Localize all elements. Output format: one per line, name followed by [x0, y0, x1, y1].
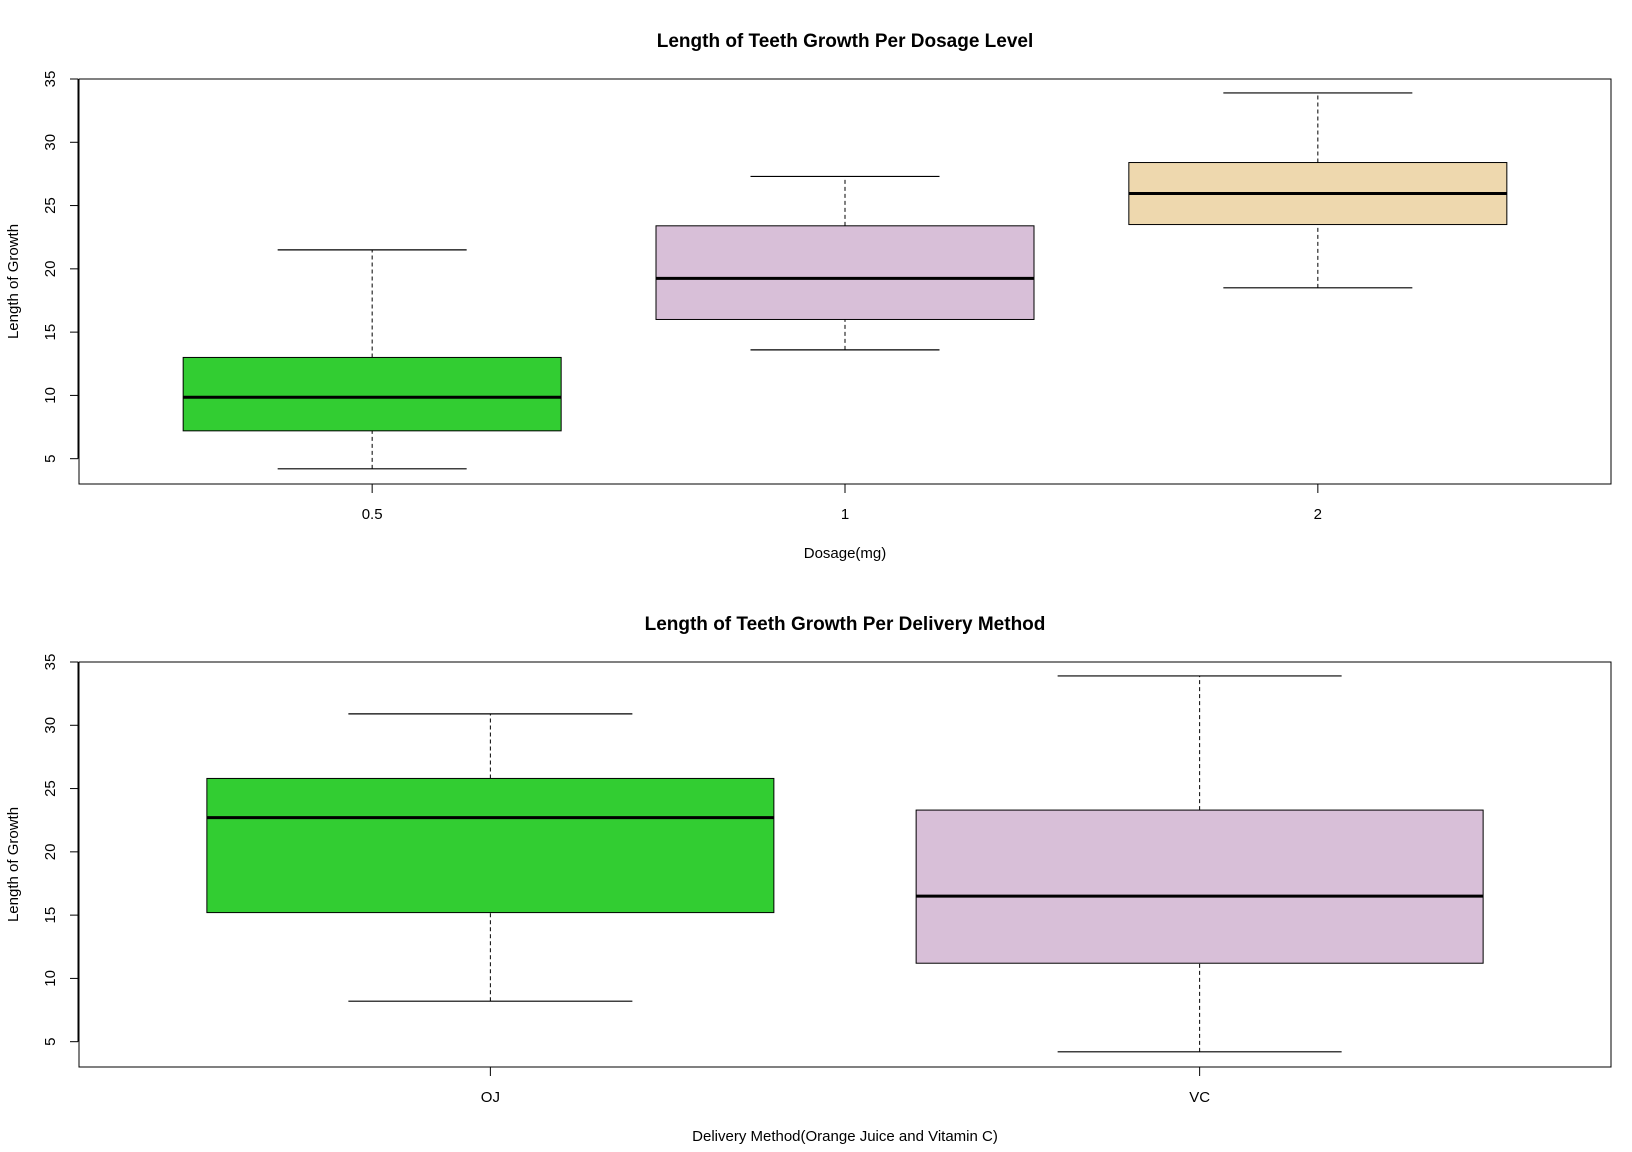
- y-tick-label: 5: [42, 1038, 59, 1046]
- iqr-box: [655, 225, 1035, 320]
- x-tick-label: 0.5: [362, 506, 383, 523]
- box-0.5: [182, 249, 562, 470]
- delivery-boxplot-panel: Length of Teeth Growth Per Delivery Meth…: [5, 614, 1612, 1145]
- chart-title: Length of Teeth Growth Per Delivery Meth…: [645, 614, 1046, 635]
- y-tick-label: 35: [42, 71, 59, 88]
- y-tick-label: 25: [42, 197, 59, 214]
- y-tick-label: 30: [42, 134, 59, 151]
- y-tick-label: 15: [42, 324, 59, 341]
- y-axis-label: Length of Growth: [5, 224, 22, 339]
- y-tick-label: 20: [42, 844, 59, 861]
- y-tick-label: 10: [42, 387, 59, 404]
- x-tick-label: 2: [1314, 506, 1322, 523]
- iqr-box: [915, 809, 1484, 964]
- y-tick-label: 5: [42, 455, 59, 463]
- chart-title: Length of Teeth Growth Per Dosage Level: [657, 31, 1034, 52]
- x-axis-label: Delivery Method(Orange Juice and Vitamin…: [692, 1128, 998, 1145]
- x-tick-label: OJ: [481, 1089, 500, 1106]
- iqr-box: [182, 356, 562, 432]
- y-axis-label: Length of Growth: [5, 807, 22, 922]
- box-VC: [915, 675, 1484, 1053]
- y-axis: 5 10 15 20 25 30 35: [42, 654, 79, 1046]
- y-tick-label: 15: [42, 907, 59, 924]
- box-OJ: [206, 713, 775, 1002]
- box-1: [655, 175, 1035, 351]
- y-tick-label: 30: [42, 717, 59, 734]
- x-tick-label: VC: [1189, 1089, 1210, 1106]
- plot-frame: [78, 78, 1612, 485]
- y-tick-label: 10: [42, 970, 59, 987]
- box-2: [1128, 92, 1508, 289]
- x-axis-label: Dosage(mg): [804, 545, 887, 562]
- dosage-boxplot-panel: Length of Teeth Growth Per Dosage Level 5…: [5, 31, 1612, 562]
- iqr-box: [206, 777, 775, 914]
- x-tick-label: 1: [841, 506, 849, 523]
- y-tick-label: 20: [42, 261, 59, 278]
- y-tick-label: 35: [42, 654, 59, 671]
- y-axis: 5 10 15 20 25 30 35: [42, 71, 79, 463]
- y-tick-label: 25: [42, 780, 59, 797]
- plot-frame: [78, 661, 1612, 1068]
